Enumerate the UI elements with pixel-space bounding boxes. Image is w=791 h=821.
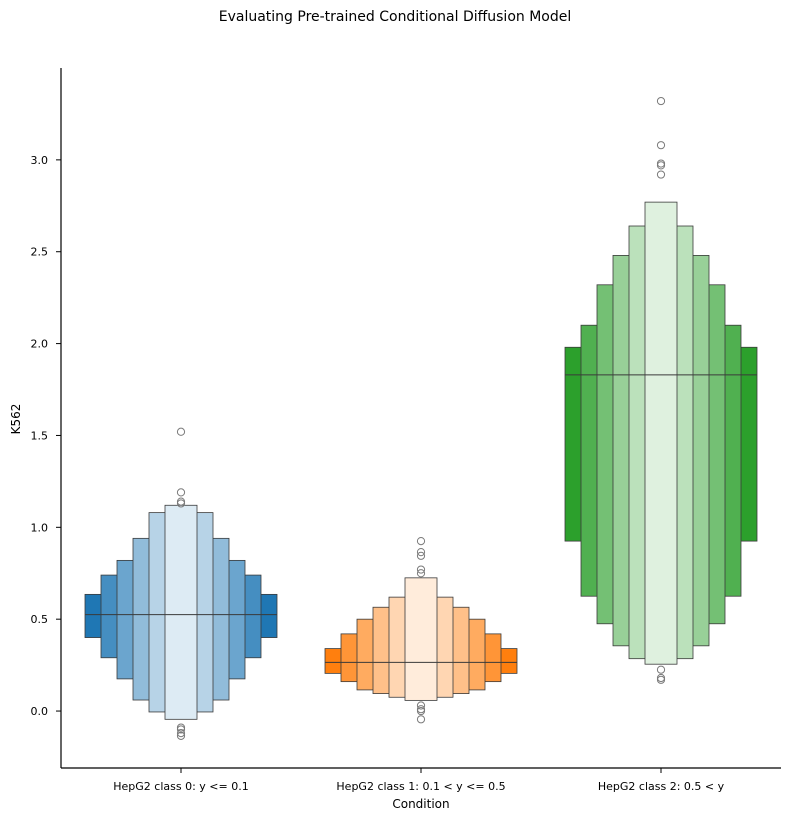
y-tick-label: 0.0 <box>31 705 49 718</box>
y-tick-label: 1.0 <box>31 521 49 534</box>
outlier-point <box>176 731 186 740</box>
outlier-point <box>176 427 186 436</box>
boxen-box <box>164 504 198 720</box>
x-tick-label: HepG2 class 2: 0.5 < y <box>598 780 725 793</box>
y-tick-label: 3.0 <box>31 154 49 167</box>
outlier-point <box>656 141 666 150</box>
boxen-box <box>644 201 678 665</box>
plot-area <box>84 96 758 740</box>
boxen-group <box>564 96 758 684</box>
outlier-point <box>416 701 426 710</box>
outlier-point <box>176 499 186 508</box>
x-axis-label: Condition <box>392 797 449 811</box>
outlier-point <box>416 551 426 560</box>
boxen-box <box>404 577 438 701</box>
y-ticks: 0.0 0.5 1.0 1.5 2.0 2.5 3.0 <box>31 154 61 718</box>
y-tick-label: 2.5 <box>31 246 49 259</box>
outlier-point <box>416 536 426 546</box>
outlier-point <box>656 96 666 106</box>
boxen-group <box>84 427 278 740</box>
outlier-point <box>656 170 666 179</box>
y-tick-label: 1.5 <box>31 429 49 442</box>
outlier-point <box>656 665 666 674</box>
x-tick-label: HepG2 class 1: 0.1 < y <= 0.5 <box>336 780 505 793</box>
y-tick-label: 2.0 <box>31 338 49 351</box>
y-axis-label: K562 <box>9 404 23 435</box>
outlier-point <box>416 569 426 578</box>
outlier-point <box>176 728 186 738</box>
outlier-point <box>416 548 426 557</box>
boxen-group <box>324 536 518 724</box>
outlier-point <box>176 488 186 497</box>
outlier-point <box>416 715 426 724</box>
y-tick-label: 0.5 <box>31 613 49 626</box>
outlier-point <box>176 725 186 734</box>
outlier-point <box>416 565 426 574</box>
outlier-point <box>656 675 666 684</box>
chart-title: Evaluating Pre-trained Conditional Diffu… <box>219 9 572 25</box>
outlier-point <box>416 706 426 716</box>
x-tick-label: HepG2 class 0: y <= 0.1 <box>113 780 248 793</box>
outlier-point <box>656 161 666 170</box>
x-ticks: HepG2 class 0: y <= 0.1 HepG2 class 1: 0.… <box>113 768 725 793</box>
